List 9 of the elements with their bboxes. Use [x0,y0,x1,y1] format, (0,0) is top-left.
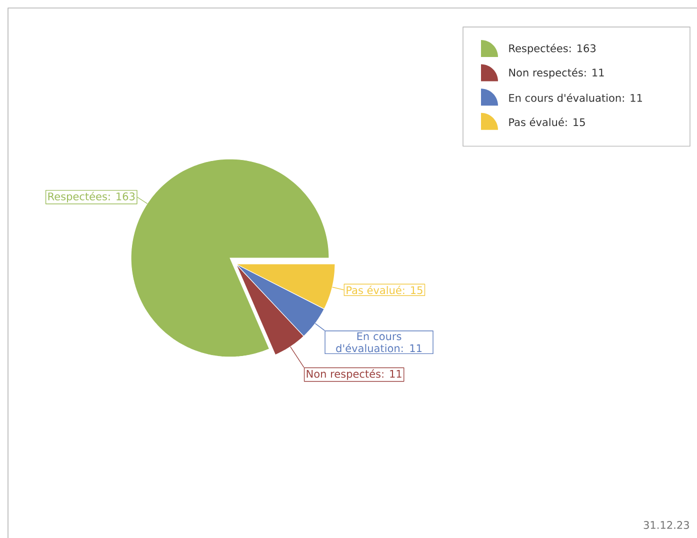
legend-label: Non respectés: 11 [509,68,604,79]
slice-label: Respectées: 163 [48,192,135,202]
legend-label: Pas évalué: 15 [509,118,585,126]
legend-label: En cours d'évaluation: 11 [509,93,642,102]
text: 31.12.23 [644,521,689,529]
legend-label: Respectées: 163 [509,44,596,54]
slice-label: Pas évalué: 15 [346,286,422,294]
slice-label: En cours d'évaluation: 11 [336,332,422,352]
slice-label: Non respectés: 11 [306,369,402,380]
